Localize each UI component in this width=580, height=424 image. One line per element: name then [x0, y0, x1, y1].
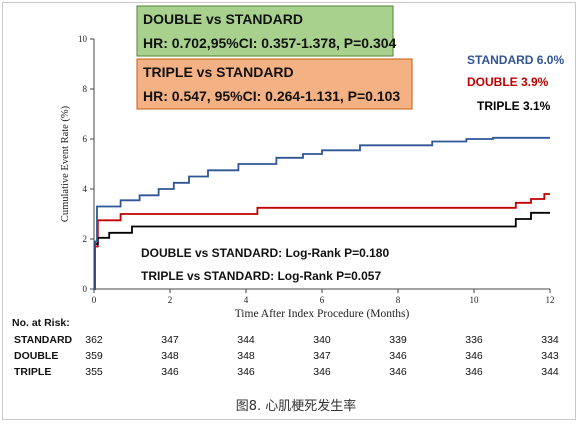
risk-cell: 346: [313, 366, 331, 378]
series-line-double: [94, 193, 550, 290]
y-tick-label: 8: [83, 84, 88, 94]
x-tick-label: 6: [320, 295, 325, 305]
risk-row-label: TRIPLE: [14, 366, 51, 378]
risk-cell: 336: [465, 334, 483, 346]
risk-cell: 343: [541, 350, 559, 362]
hr-box-double-stats: HR: 0.702,95%CI: 0.357-1.378, P=0.304: [143, 35, 397, 51]
y-axis-label: Cumulative Event Rate (%): [60, 105, 71, 222]
risk-cell: 344: [237, 334, 255, 346]
risk-cell: 346: [389, 366, 407, 378]
y-tick-label: 10: [78, 34, 88, 44]
x-axis-label: Time After Index Procedure (Months): [235, 308, 410, 320]
y-tick-label: 6: [83, 134, 88, 144]
risk-cell: 347: [313, 350, 331, 362]
risk-cell: 359: [85, 350, 103, 362]
risk-cell: 348: [237, 350, 255, 362]
risk-cell: 339: [389, 334, 407, 346]
risk-cell: 344: [541, 366, 559, 378]
x-tick-label: 10: [470, 295, 480, 305]
hr-box-double-title: DOUBLE vs STANDARD: [143, 11, 303, 27]
x-tick-label: 4: [244, 295, 249, 305]
logrank-double: DOUBLE vs STANDARD: Log-Rank P=0.180: [141, 246, 389, 260]
risk-cell: 355: [85, 366, 103, 378]
x-tick-label: 8: [396, 295, 401, 305]
y-tick-label: 2: [83, 234, 88, 244]
legend-standard: STANDARD 6.0%: [467, 53, 564, 67]
risk-cell: 346: [465, 350, 483, 362]
risk-cell: 334: [541, 334, 559, 346]
risk-cell: 346: [465, 366, 483, 378]
hr-box-triple-title: TRIPLE vs STANDARD: [143, 64, 294, 80]
x-tick-label: 12: [546, 295, 555, 305]
hr-box-triple: TRIPLE vs STANDARD HR: 0.547, 95%CI: 0.2…: [136, 58, 413, 110]
x-tick-label: 2: [168, 295, 173, 305]
series-line-standard: [94, 136, 550, 290]
hr-box-triple-stats: HR: 0.547, 95%CI: 0.264-1.131, P=0.103: [143, 88, 400, 104]
risk-cell: 362: [85, 334, 103, 346]
legend-triple: TRIPLE 3.1%: [477, 99, 551, 113]
risk-row-label: STANDARD: [14, 334, 73, 346]
risk-cell: 346: [237, 366, 255, 378]
risk-cell: 347: [161, 334, 179, 346]
hr-box-double: DOUBLE vs STANDARD HR: 0.702,95%CI: 0.35…: [136, 5, 397, 57]
risk-cell: 346: [161, 366, 179, 378]
risk-cell: 340: [313, 334, 331, 346]
risk-cell: 346: [389, 350, 407, 362]
x-tick-label: 0: [92, 295, 97, 305]
legend-double: DOUBLE 3.9%: [467, 75, 549, 89]
y-tick-label: 0: [83, 284, 88, 294]
risk-cell: 348: [161, 350, 179, 362]
risk-row-label: DOUBLE: [14, 350, 58, 362]
logrank-triple: TRIPLE vs STANDARD: Log-Rank P=0.057: [141, 269, 381, 283]
y-tick-label: 4: [83, 184, 88, 194]
figure-caption: 图8. 心肌梗死发生率: [236, 398, 357, 414]
risk-table-title: No. at Risk:: [12, 317, 70, 329]
